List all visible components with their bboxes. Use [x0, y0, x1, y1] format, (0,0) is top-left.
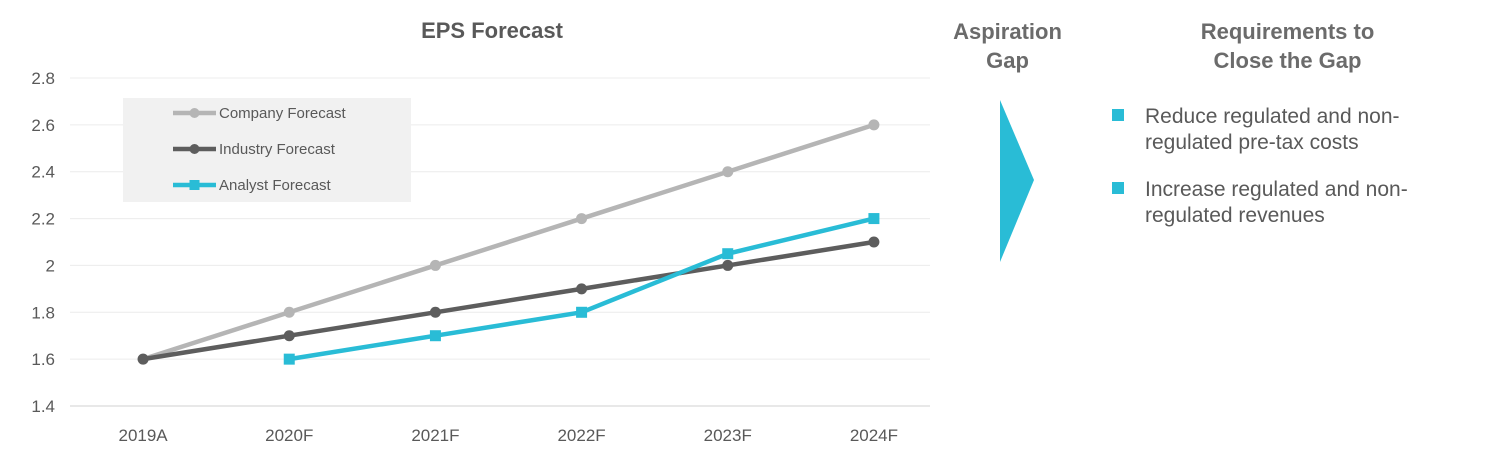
data-point: [868, 213, 880, 225]
data-point: [283, 306, 295, 318]
legend-marker: [189, 180, 200, 190]
data-point: [283, 353, 295, 365]
y-tick-label: 2: [46, 256, 55, 275]
chevron-right-arrow-icon: [1000, 100, 1034, 262]
requirements-title: Requirements to Close the Gap: [1130, 17, 1445, 75]
series-line-industry-forecast: [142, 239, 875, 362]
data-point: [722, 166, 734, 178]
data-point: [576, 283, 588, 295]
legend-marker: [189, 144, 200, 154]
legend-label: Analyst Forecast: [219, 177, 332, 194]
requirement-line: regulated revenues: [1145, 204, 1325, 227]
data-point: [868, 119, 880, 131]
data-point: [137, 353, 149, 365]
legend-label: Company Forecast: [219, 105, 347, 122]
series-lines: [137, 119, 880, 365]
data-point: [429, 330, 441, 342]
legend-label: Industry Forecast: [219, 141, 336, 158]
legend-item: Analyst Forecast: [173, 177, 332, 194]
x-tick-label: 2019A: [118, 426, 168, 445]
x-tick-label: 2022F: [557, 426, 605, 445]
series-line-company-forecast: [142, 122, 875, 362]
y-tick-label: 2.8: [31, 69, 55, 88]
square-bullet-icon: [1112, 182, 1124, 194]
aspiration-title-line2: Gap: [986, 48, 1029, 73]
requirements-list: Reduce regulated and non- regulated pre-…: [1112, 104, 1502, 250]
y-axis-tick-labels: 1.4 1.6 1.8 2 2.2 2.4 2.6 2.8: [31, 69, 55, 416]
y-tick-label: 1.4: [31, 397, 55, 416]
data-point: [429, 259, 441, 271]
aspiration-title-line1: Aspiration: [953, 19, 1062, 44]
requirement-line: Increase regulated and non-: [1145, 178, 1408, 201]
requirements-title-line1: Requirements to: [1200, 19, 1375, 44]
y-tick-label: 1.6: [31, 350, 55, 369]
legend-marker: [189, 108, 200, 118]
data-point: [722, 259, 734, 271]
aspiration-gap-title: Aspiration Gap: [920, 17, 1095, 75]
square-bullet-icon: [1112, 109, 1124, 121]
y-tick-label: 2.6: [31, 116, 55, 135]
data-point: [868, 236, 880, 248]
series-industry-forecast: [137, 236, 880, 365]
requirements-title-line2: Close the Gap: [1213, 48, 1362, 73]
legend: Company Forecast Industry Forecast Analyst…: [123, 98, 411, 202]
data-point: [283, 330, 295, 342]
x-tick-label: 2021F: [411, 426, 459, 445]
y-tick-label: 2.2: [31, 210, 55, 229]
data-point: [722, 248, 734, 260]
legend-background: [123, 98, 411, 202]
y-tick-label: 1.8: [31, 303, 55, 322]
series-analyst-forecast: [283, 213, 880, 365]
legend-item: Industry Forecast: [173, 141, 336, 158]
chart-title: EPS Forecast: [421, 18, 564, 43]
x-tick-label: 2020F: [265, 426, 313, 445]
requirement-line: Reduce regulated and non-: [1145, 105, 1400, 128]
requirement-item-reduce-costs: Reduce regulated and non- regulated pre-…: [1112, 104, 1502, 156]
x-tick-label: 2024F: [850, 426, 898, 445]
data-point: [576, 306, 588, 318]
y-tick-label: 2.4: [31, 163, 55, 182]
data-point: [429, 306, 441, 318]
x-axis-tick-labels: 2019A 2020F 2021F 2022F 2023F 2024F: [118, 426, 898, 445]
requirement-line: regulated pre-tax costs: [1145, 131, 1359, 154]
x-tick-label: 2023F: [704, 426, 752, 445]
eps-forecast-chart: EPS Forecast 1.4 1.6 1.8 2 2.2 2.4 2.6 2.8 2019…: [31, 18, 930, 445]
data-point: [576, 213, 588, 225]
legend-item: Company Forecast: [173, 105, 347, 122]
requirement-item-increase-revenues: Increase regulated and non- regulated re…: [1112, 177, 1502, 229]
